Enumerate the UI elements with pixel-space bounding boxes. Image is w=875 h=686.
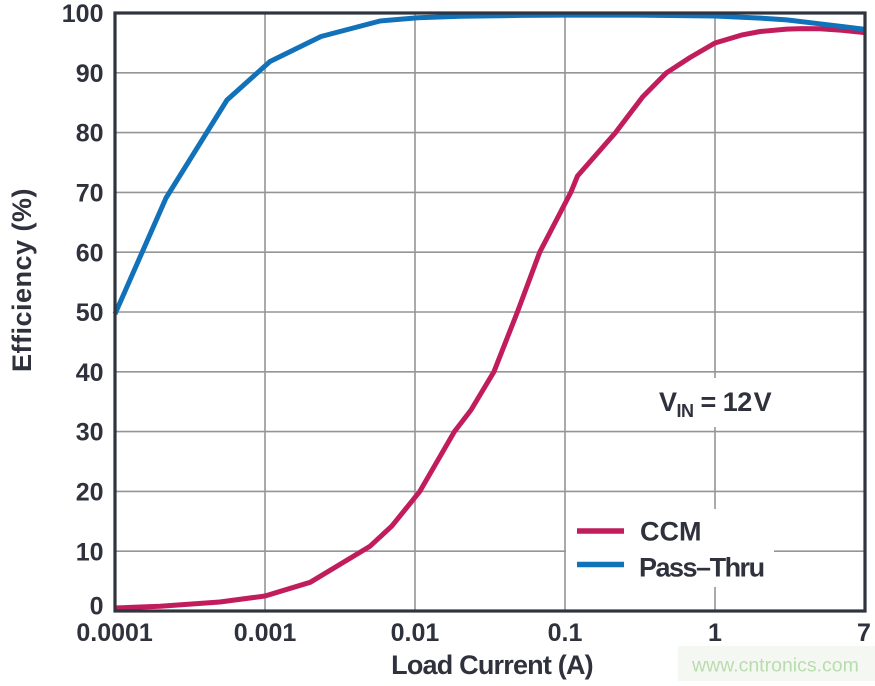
svg-text:0.1: 0.1	[548, 619, 583, 647]
svg-text:60: 60	[76, 239, 104, 267]
svg-text:0: 0	[90, 593, 104, 621]
svg-text:CCM: CCM	[640, 517, 702, 547]
svg-text:1: 1	[708, 619, 722, 647]
svg-text:90: 90	[76, 60, 104, 88]
svg-text:7: 7	[857, 619, 871, 647]
svg-text:10: 10	[76, 538, 104, 566]
svg-text:30: 30	[76, 419, 104, 447]
svg-text:40: 40	[76, 359, 104, 387]
svg-text:Pass–Thru: Pass–Thru	[639, 553, 764, 583]
svg-text:100: 100	[62, 0, 104, 28]
svg-text:VIN = 12 V: VIN = 12 V	[659, 387, 772, 421]
svg-text:20: 20	[76, 479, 104, 507]
svg-text:0.01: 0.01	[391, 619, 440, 647]
svg-text:80: 80	[76, 120, 104, 148]
svg-text:70: 70	[76, 180, 104, 208]
svg-text:www.cntronics.com: www.cntronics.com	[691, 655, 859, 677]
svg-text:0.0001: 0.0001	[76, 619, 153, 647]
svg-text:Load Current (A): Load Current (A)	[391, 650, 593, 680]
svg-text:Efficiency (%): Efficiency (%)	[7, 188, 37, 372]
svg-text:50: 50	[76, 299, 104, 327]
svg-text:0.001: 0.001	[234, 619, 297, 647]
